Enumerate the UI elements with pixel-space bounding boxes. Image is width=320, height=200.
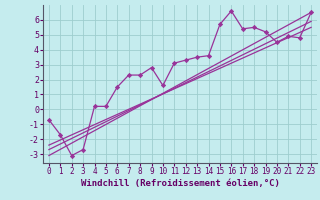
X-axis label: Windchill (Refroidissement éolien,°C): Windchill (Refroidissement éolien,°C) [81,179,279,188]
